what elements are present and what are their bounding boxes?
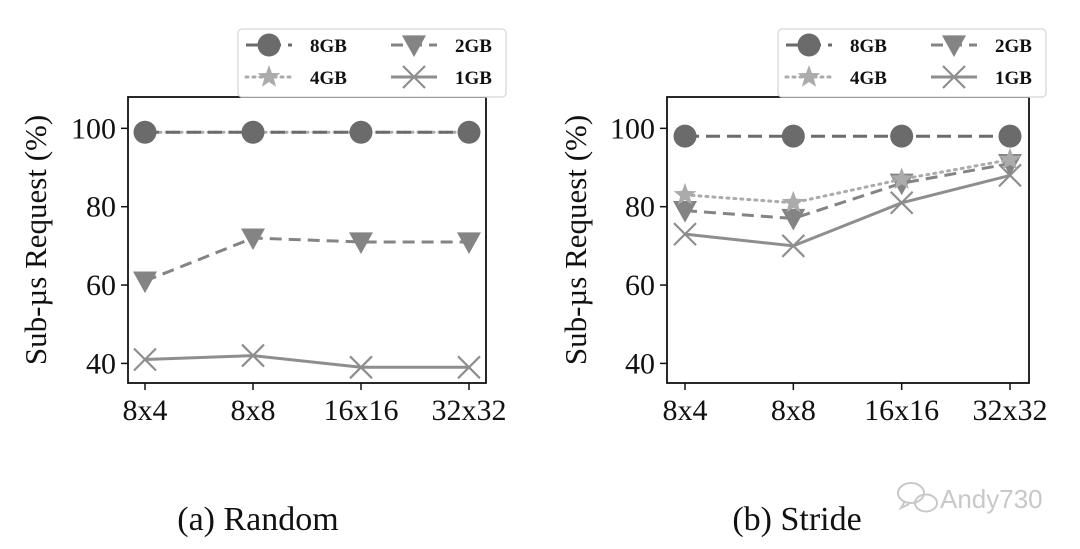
data-point-2gb bbox=[133, 271, 157, 294]
legend-entry-4gb: 4GB bbox=[784, 65, 887, 89]
legend-box bbox=[237, 28, 507, 98]
legend-marker bbox=[257, 33, 281, 57]
series-line-1gb bbox=[684, 173, 1011, 248]
axes-layer: 40 60 80 100 8x4 8x8 16x16 32x32 bbox=[71, 112, 507, 427]
data-point-8gb bbox=[998, 124, 1022, 148]
data-point-2gb bbox=[781, 208, 806, 231]
panel-caption: (b) Stride bbox=[732, 501, 861, 538]
watermark: Andy730 bbox=[897, 482, 1043, 514]
legend-label: 1GB bbox=[995, 68, 1032, 89]
legend-marker bbox=[402, 65, 426, 89]
x-tick-label: 16x16 bbox=[864, 394, 939, 427]
data-point-1gb bbox=[241, 343, 265, 368]
watermark-text: Andy730 bbox=[940, 484, 1043, 514]
axes-layer: 40 60 80 100 8x4 8x8 16x16 32x32 bbox=[610, 112, 1048, 427]
data-point-8gb bbox=[241, 120, 265, 144]
y-tick-label: 80 bbox=[625, 191, 655, 224]
legend: 8GB 2GB 4GB 1GB bbox=[777, 28, 1047, 98]
x-tick-label: 32x32 bbox=[973, 394, 1048, 427]
x-tick-label: 8x8 bbox=[231, 394, 276, 427]
legend-marker bbox=[797, 65, 821, 87]
legend-entry-1gb: 1GB bbox=[391, 65, 492, 89]
data-point-8gb bbox=[781, 124, 805, 148]
series-line-4gb bbox=[683, 158, 1012, 205]
panel-caption: (a) Random bbox=[177, 501, 338, 538]
series-8gb bbox=[673, 124, 1022, 148]
x-tick-label: 16x16 bbox=[324, 394, 399, 427]
plot-frame bbox=[127, 96, 487, 384]
legend-label: 4GB bbox=[850, 68, 887, 89]
legend-label: 8GB bbox=[310, 36, 347, 57]
y-tick-label: 40 bbox=[625, 347, 655, 380]
data-point-2gb bbox=[673, 201, 697, 223]
y-tick-label: 100 bbox=[71, 112, 116, 145]
data-point-1gb bbox=[781, 234, 806, 258]
data-point-8gb bbox=[673, 124, 697, 148]
y-tick-label: 100 bbox=[610, 112, 655, 145]
legend-marker bbox=[257, 65, 281, 87]
series-line-1gb bbox=[144, 354, 469, 369]
data-point-4gb bbox=[998, 147, 1022, 170]
legend-marker bbox=[942, 35, 966, 57]
x-tick-label: 8x4 bbox=[663, 394, 708, 427]
data-point-8gb bbox=[890, 124, 914, 148]
data-point-8gb bbox=[349, 120, 373, 144]
series-line-2gb bbox=[684, 162, 1011, 221]
data-point-1gb bbox=[673, 222, 697, 246]
data-point-2gb bbox=[241, 228, 265, 251]
data-point-4gb bbox=[673, 182, 697, 205]
data-point-8gb bbox=[457, 120, 481, 144]
data-point-1gb bbox=[457, 355, 481, 380]
legend-marker bbox=[942, 65, 966, 89]
series-1gb bbox=[133, 343, 481, 380]
series-layer bbox=[673, 124, 1022, 258]
legend-entry-2gb: 2GB bbox=[931, 35, 1032, 57]
data-point-4gb bbox=[890, 167, 914, 189]
y-tick-label: 40 bbox=[86, 347, 116, 380]
series-1gb bbox=[673, 163, 1022, 258]
y-tick-label: 60 bbox=[625, 269, 655, 302]
x-tick-label: 8x8 bbox=[771, 394, 816, 427]
legend-label: 4GB bbox=[310, 68, 347, 89]
series-8gb bbox=[133, 120, 481, 144]
data-point-2gb bbox=[349, 232, 373, 254]
legend-entry-2gb: 2GB bbox=[391, 35, 492, 57]
y-tick-label: 80 bbox=[86, 191, 116, 224]
y-axis-label: Sub-µs Request (%) bbox=[18, 115, 53, 365]
data-point-1gb bbox=[889, 191, 914, 215]
y-tick-label: 60 bbox=[86, 269, 116, 302]
series-layer bbox=[133, 120, 481, 380]
x-tick-label: 8x4 bbox=[123, 394, 168, 427]
plot-frame bbox=[666, 96, 1030, 384]
series-4gb bbox=[673, 147, 1022, 213]
series-2gb bbox=[133, 228, 481, 294]
legend-label: 2GB bbox=[455, 36, 492, 57]
x-tick-label: 32x32 bbox=[432, 394, 507, 427]
chat-bubble-icon bbox=[897, 482, 938, 513]
panel-stride: 40 60 80 100 8x4 8x8 16x16 32x32 Sub-µs Request… bbox=[558, 28, 1048, 538]
data-point-1gb bbox=[133, 347, 157, 372]
y-axis-label: Sub-µs Request (%) bbox=[558, 115, 593, 365]
legend-label: 1GB bbox=[455, 68, 492, 89]
legend-entry-1gb: 1GB bbox=[931, 65, 1032, 89]
legend-label: 2GB bbox=[995, 36, 1032, 57]
legend-entry-8gb: 8GB bbox=[246, 33, 347, 57]
data-point-2gb bbox=[457, 232, 481, 254]
legend: 8GB 2GB 4GB 1GB bbox=[237, 28, 507, 98]
legend-box bbox=[777, 28, 1047, 98]
series-line-2gb bbox=[144, 236, 469, 283]
legend-entry-8gb: 8GB bbox=[786, 33, 887, 57]
data-point-4gb bbox=[781, 190, 805, 213]
data-point-8gb bbox=[133, 120, 157, 144]
legend-marker bbox=[402, 35, 426, 57]
data-point-1gb bbox=[349, 355, 373, 380]
legend-entry-4gb: 4GB bbox=[244, 65, 347, 89]
legend-marker bbox=[797, 33, 821, 57]
panel-random: 40 60 80 100 8x4 8x8 16x16 32x32 Sub-µs Request… bbox=[18, 28, 507, 538]
legend-label: 8GB bbox=[850, 36, 887, 57]
